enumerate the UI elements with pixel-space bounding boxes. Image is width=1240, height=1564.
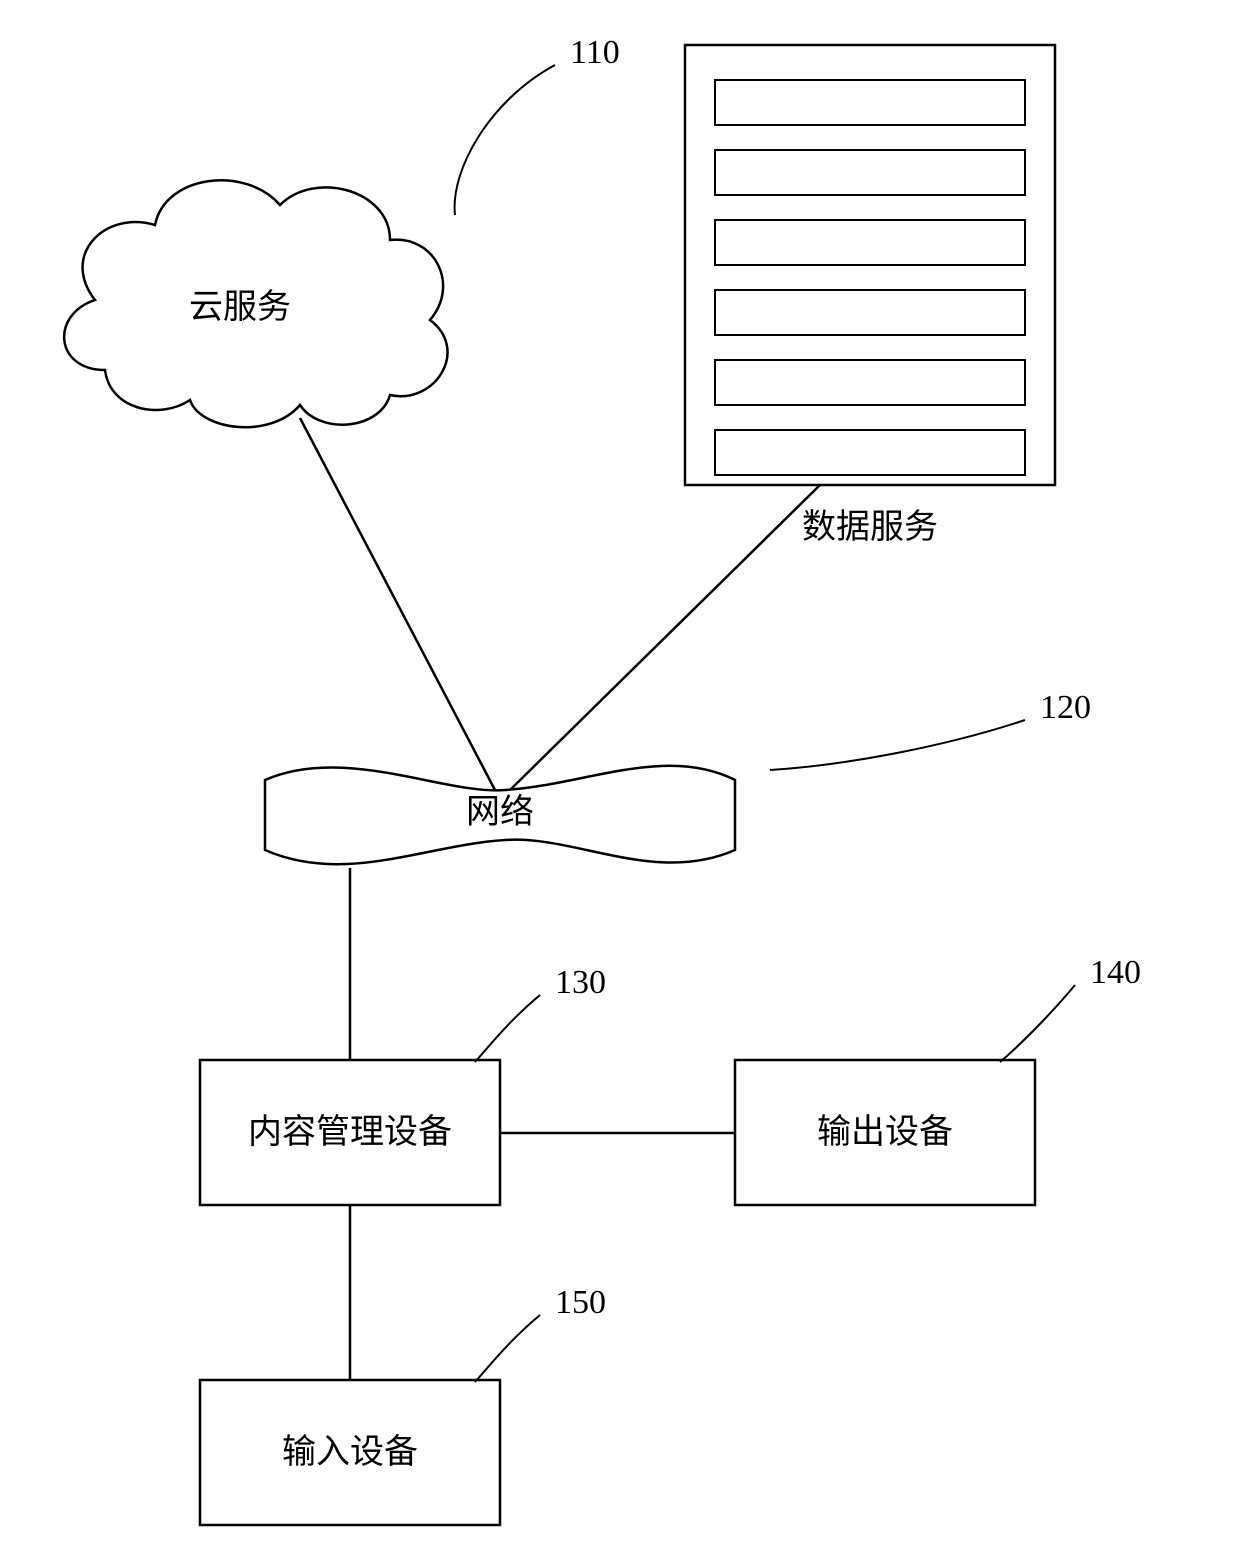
- data-service-label: 数据服务: [802, 508, 938, 546]
- input_device-label: 输入设备: [282, 1433, 418, 1471]
- ref-label-110: 110: [570, 34, 620, 71]
- edges: [300, 418, 820, 1380]
- data-service-node: 数据服务: [685, 45, 1055, 546]
- ref-leader-130: [475, 995, 540, 1062]
- content_mgmt-label: 内容管理设备: [248, 1113, 452, 1151]
- cloud-service-node: 云服务: [64, 180, 447, 427]
- output_device-label: 输出设备: [817, 1113, 953, 1151]
- edge-cloud-network: [300, 418, 495, 790]
- output_device-node: 输出设备: [735, 1060, 1035, 1205]
- ref-leader-140: [1000, 985, 1075, 1062]
- ref-label-120: 120: [1040, 689, 1091, 726]
- cloud-service-label: 云服务: [189, 288, 291, 326]
- input_device-node: 输入设备: [200, 1380, 500, 1525]
- ref-leader-120: [770, 720, 1025, 770]
- content_mgmt-node: 内容管理设备: [200, 1060, 500, 1205]
- edge-data_service-network: [510, 485, 820, 790]
- ref-label-150: 150: [555, 1284, 606, 1321]
- network-label: 网络: [466, 793, 534, 831]
- ref-label-130: 130: [555, 964, 606, 1001]
- ref-label-140: 140: [1090, 954, 1141, 991]
- ref-leader-150: [475, 1315, 540, 1382]
- ref-leader-110: [455, 65, 555, 215]
- network-node: 网络: [265, 766, 735, 864]
